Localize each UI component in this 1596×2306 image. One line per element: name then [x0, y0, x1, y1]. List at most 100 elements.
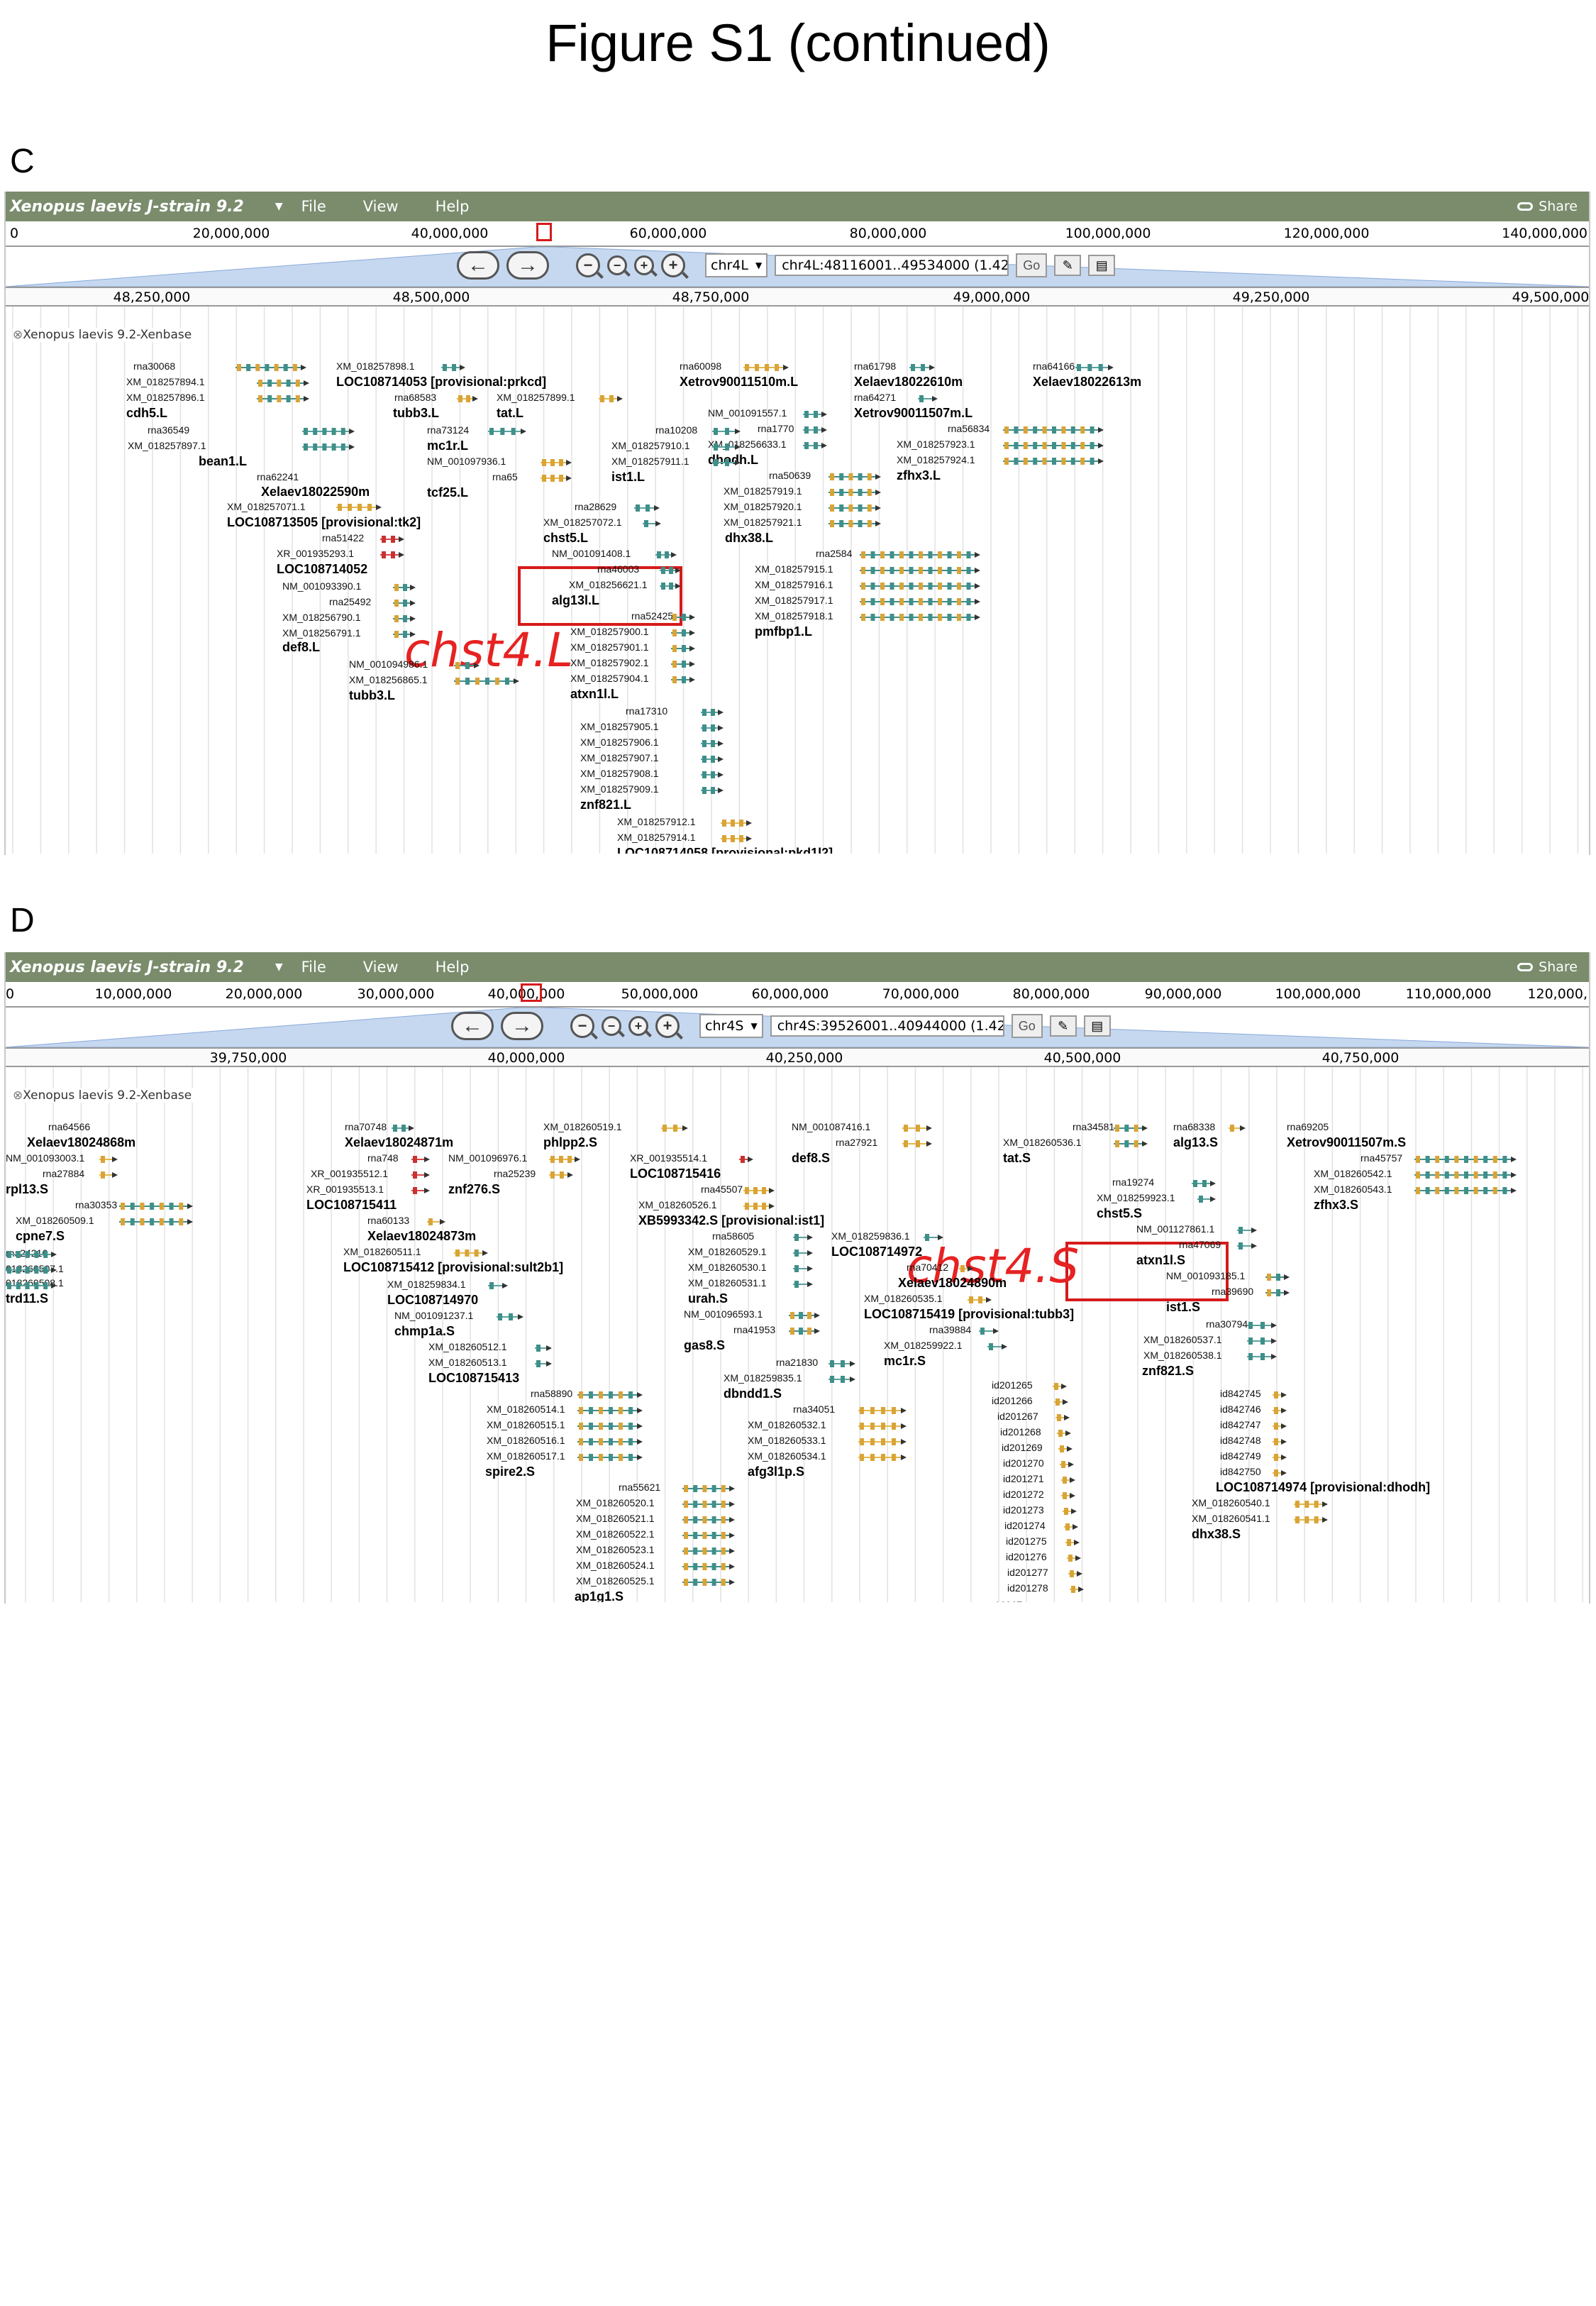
transcript-label[interactable]: rna17310 — [626, 705, 668, 717]
transcript-glyph[interactable] — [793, 1232, 814, 1241]
gene-name-label[interactable]: LOC108715419 [provisional:tubb3] — [864, 1307, 1075, 1321]
transcript-glyph[interactable] — [643, 519, 663, 527]
transcript-glyph[interactable] — [682, 1499, 736, 1508]
gene-name-label[interactable]: zfhx3.L — [897, 468, 941, 482]
transcript-label[interactable]: id201271 — [1003, 1473, 1044, 1484]
transcript-label[interactable]: rna16967 — [980, 1599, 1022, 1602]
transcript-glyph[interactable] — [1273, 1437, 1288, 1445]
transcript-label[interactable]: XM_018260537.1 — [1143, 1334, 1222, 1345]
transcript-glyph[interactable] — [1247, 1336, 1278, 1345]
transcript-glyph[interactable] — [1075, 363, 1115, 371]
transcript-glyph[interactable] — [682, 1577, 736, 1586]
gene-name-label[interactable]: tat.L — [497, 406, 523, 420]
overview-ruler[interactable]: 0 20,000,000 40,000,000 60,000,000 80,00… — [6, 221, 1589, 247]
transcript-glyph[interactable] — [1003, 441, 1105, 449]
transcript-label[interactable]: XM_018257920.1 — [724, 501, 802, 512]
highlight-tool-icon[interactable]: ✎ — [1054, 255, 1082, 276]
transcript-label[interactable]: XM_018257917.1 — [755, 595, 833, 606]
zoom-out-small-button[interactable]: − — [602, 1016, 621, 1036]
transcript-glyph[interactable] — [1273, 1452, 1288, 1461]
gene-name-label[interactable]: pmfbp1.L — [755, 624, 812, 639]
transcript-label[interactable]: XR_001935512.1 — [311, 1168, 388, 1179]
transcript-label[interactable]: id842745 — [1220, 1388, 1261, 1399]
transcript-glyph[interactable] — [660, 581, 682, 590]
transcript-glyph[interactable] — [918, 394, 939, 402]
transcript-label[interactable]: NM_001093003.1 — [6, 1152, 85, 1164]
transcript-glyph[interactable] — [803, 409, 829, 418]
transcript-label[interactable]: id201274 — [1004, 1520, 1046, 1531]
transcript-glyph[interactable] — [829, 519, 882, 527]
transcript-label[interactable]: XM_018257919.1 — [724, 485, 802, 497]
transcript-glyph[interactable] — [577, 1437, 644, 1445]
transcript-glyph[interactable] — [1057, 1428, 1073, 1437]
zoom-out-button[interactable]: − — [576, 253, 600, 277]
transcript-glyph[interactable] — [6, 1281, 58, 1289]
transcript-label[interactable]: id201273 — [1003, 1504, 1044, 1516]
transcript-glyph[interactable] — [119, 1201, 194, 1210]
gene-name-label[interactable]: Xelaev18022590m — [261, 485, 370, 499]
transcript-glyph[interactable] — [411, 1186, 431, 1194]
transcript-label[interactable]: id201268 — [1000, 1426, 1041, 1438]
transcript-label[interactable]: XM_018260535.1 — [864, 1293, 943, 1304]
transcript-glyph[interactable] — [302, 442, 356, 451]
menu-file[interactable]: File — [301, 959, 326, 976]
transcript-glyph[interactable] — [577, 1421, 644, 1430]
transcript-glyph[interactable] — [1054, 1397, 1070, 1406]
menu-view[interactable]: View — [362, 959, 399, 976]
transcript-label[interactable]: NM_001091557.1 — [708, 407, 787, 419]
track-selector-icon[interactable]: ▤ — [1083, 1015, 1111, 1037]
transcript-glyph[interactable] — [1058, 1444, 1074, 1452]
transcript-label[interactable]: XM_018257924.1 — [897, 454, 975, 465]
transcript-label[interactable]: XM_018260533.1 — [748, 1435, 826, 1446]
gene-name-label[interactable]: chst5.S — [1097, 1206, 1143, 1220]
transcript-label[interactable]: XM_018257896.1 — [126, 392, 205, 403]
pan-right-button[interactable]: → — [501, 1012, 543, 1040]
transcript-label[interactable]: XM_018257905.1 — [580, 721, 659, 732]
transcript-label[interactable]: rna47069 — [1179, 1239, 1221, 1250]
transcript-glyph[interactable] — [454, 676, 521, 685]
transcript-glyph[interactable] — [743, 363, 790, 371]
transcript-label[interactable]: XM_018257915.1 — [755, 563, 833, 575]
transcript-label[interactable]: id842750 — [1220, 1466, 1261, 1477]
gene-track-area[interactable]: Xenopus laevis 9.2-Xenbase chst4.S rna64… — [6, 1067, 1589, 1602]
transcript-glyph[interactable] — [671, 612, 697, 621]
transcript-label[interactable]: XM_018257899.1 — [497, 392, 575, 403]
transcript-glyph[interactable] — [1414, 1170, 1518, 1179]
transcript-label[interactable]: rna51422 — [322, 532, 365, 544]
gene-name-label[interactable]: ap1g1.S — [575, 1589, 624, 1602]
transcript-glyph[interactable] — [1038, 1601, 1080, 1602]
gene-name-label[interactable]: spire2.S — [485, 1464, 536, 1479]
transcript-label[interactable]: XM_018260524.1 — [576, 1560, 655, 1571]
transcript-glyph[interactable] — [380, 550, 406, 558]
gene-name-label[interactable]: Xelaev18024868m — [27, 1135, 136, 1149]
transcript-glyph[interactable] — [457, 394, 480, 402]
transcript-glyph[interactable] — [535, 1359, 553, 1367]
transcript-label[interactable]: XM_018260538.1 — [1143, 1350, 1222, 1361]
transcript-label[interactable]: XM_018260515.1 — [487, 1419, 565, 1430]
transcript-glyph[interactable] — [1064, 1522, 1080, 1530]
zoom-out-button[interactable]: − — [570, 1014, 594, 1038]
transcript-glyph[interactable] — [701, 723, 725, 732]
transcript-label[interactable]: XM_018260517.1 — [487, 1450, 565, 1462]
transcript-glyph[interactable] — [858, 1437, 908, 1445]
gene-name-label[interactable]: bean1.L — [199, 454, 248, 468]
transcript-label[interactable]: XM_018260534.1 — [748, 1450, 826, 1462]
transcript-label[interactable]: XM_018256865.1 — [349, 674, 428, 685]
transcript-label[interactable]: XM_018260540.1 — [1192, 1497, 1270, 1508]
transcript-glyph[interactable] — [1114, 1139, 1149, 1147]
gene-name-label[interactable]: zfhx3.S — [1314, 1198, 1359, 1212]
transcript-label[interactable]: XM_018260531.1 — [688, 1277, 767, 1289]
transcript-glyph[interactable] — [393, 598, 417, 607]
gene-name-label[interactable]: LOC108715416 — [630, 1166, 721, 1181]
gene-name-label[interactable]: chmp1a.S — [394, 1324, 455, 1338]
transcript-glyph[interactable] — [1065, 1538, 1081, 1546]
transcript-glyph[interactable] — [1414, 1186, 1518, 1194]
transcript-label[interactable]: rna73124 — [427, 424, 470, 436]
transcript-glyph[interactable] — [1003, 456, 1105, 465]
gene-name-label[interactable]: LOC108714972 — [831, 1245, 923, 1259]
transcript-label[interactable]: XM_018260519.1 — [543, 1121, 622, 1132]
transcript-label[interactable]: XM_018256621.1 — [569, 579, 648, 590]
transcript-label[interactable]: XM_018260541.1 — [1192, 1513, 1270, 1524]
gene-name-label[interactable]: Xelaev18024871m — [345, 1135, 454, 1149]
zoom-in-button[interactable]: + — [655, 1014, 680, 1038]
